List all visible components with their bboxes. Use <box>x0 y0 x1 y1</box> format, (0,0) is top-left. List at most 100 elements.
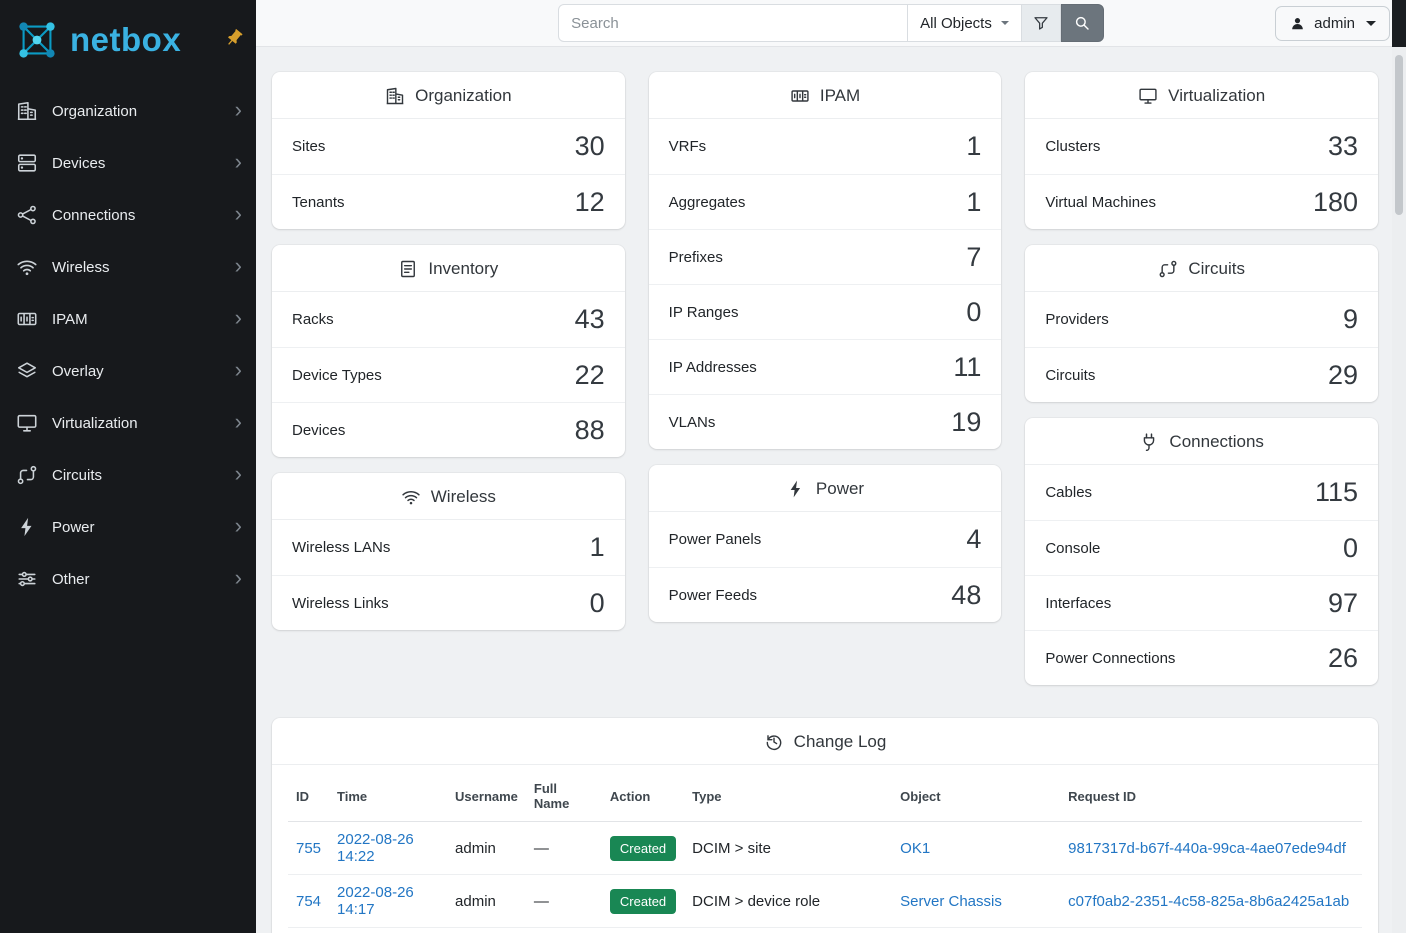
stat-label-cables[interactable]: Cables <box>1045 484 1093 501</box>
change-type: DCIM > device role <box>684 874 893 928</box>
stat-label-providers[interactable]: Providers <box>1045 311 1109 328</box>
change-object-link[interactable]: OK1 <box>900 839 931 857</box>
scrollbar[interactable] <box>1392 0 1406 933</box>
stat-value-ip-ranges: 0 <box>966 296 982 327</box>
sidebar-item-virtualization[interactable]: Virtualization › <box>0 397 256 449</box>
stat-row-racks: Racks 43 <box>272 292 625 347</box>
change-request-id-link[interactable]: 9817317d-b67f-440a-99ca-4ae07ede94df <box>1068 839 1346 857</box>
search-scope-select[interactable]: All Objects <box>908 4 1022 42</box>
change-time-link[interactable]: 2022-08-26 14:22 <box>337 831 414 865</box>
sidebar-item-other[interactable]: Other › <box>0 553 256 605</box>
sliders-icon <box>16 568 38 590</box>
main-area: All Objects admin <box>256 0 1406 933</box>
stat-label-console[interactable]: Console <box>1045 539 1101 557</box>
stat-label-interfaces[interactable]: Interfaces <box>1045 594 1112 612</box>
stat-label-racks[interactable]: Racks <box>292 311 334 328</box>
search-input[interactable] <box>558 4 909 42</box>
sidebar-item-ipam[interactable]: IPAM › <box>0 293 256 345</box>
stat-value-vlans: 19 <box>951 406 982 437</box>
filter-button[interactable] <box>1021 4 1061 42</box>
stat-label-devices[interactable]: Devices <box>292 421 346 439</box>
stat-label-vrfs[interactable]: VRFs <box>668 138 707 155</box>
stat-row-wireless-lans: Wireless LANs 1 <box>272 520 625 575</box>
person-icon <box>1289 15 1306 32</box>
chevron-right-icon: › <box>234 200 242 226</box>
stat-row-aggregates: Aggregates 1 <box>648 174 1002 229</box>
sidebar-item-label: IPAM <box>52 310 88 328</box>
column-header-id: ID <box>288 769 330 822</box>
stat-label-clusters[interactable]: Clusters <box>1045 138 1101 155</box>
circuits-card-header: Circuits <box>1025 245 1379 292</box>
chevron-right-icon: › <box>234 564 242 590</box>
sidebar-item-devices[interactable]: Devices › <box>0 137 256 189</box>
stat-row-interfaces: Interfaces 97 <box>1025 575 1379 630</box>
sidebar-item-wireless[interactable]: Wireless › <box>0 241 256 293</box>
chevron-right-icon: › <box>234 512 242 538</box>
card-title: IPAM <box>819 86 861 105</box>
card-title: Organization <box>415 86 512 105</box>
change-log-row: 754 2022-08-26 14:17 admin — Created DCI… <box>288 874 1362 928</box>
ipam-card: IPAM VRFs 1 Aggregates 1 Prefixes 7 <box>648 72 1002 449</box>
stat-label-sites[interactable]: Sites <box>292 138 326 155</box>
change-username: admin <box>447 874 526 928</box>
stat-label-tenants[interactable]: Tenants <box>292 193 345 211</box>
power-card: Power Power Panels 4 Power Feeds 48 <box>648 465 1002 622</box>
stat-label-prefixes[interactable]: Prefixes <box>668 248 723 266</box>
netbox-home-link[interactable]: netbox <box>0 0 256 79</box>
card-title: Change Log <box>793 732 887 751</box>
stat-value-aggregates: 1 <box>966 186 982 217</box>
card-title: Virtualization <box>1168 86 1266 105</box>
sidebar-item-power[interactable]: Power › <box>0 501 256 553</box>
sidebar-item-overlay[interactable]: Overlay › <box>0 345 256 397</box>
inventory-card-header: Inventory <box>272 245 625 292</box>
stat-label-wireless-lans[interactable]: Wireless LANs <box>292 539 391 556</box>
stat-value-cables: 115 <box>1314 477 1359 507</box>
scrollbar-thumb[interactable] <box>1395 55 1403 215</box>
stat-label-aggregates[interactable]: Aggregates <box>668 193 746 211</box>
stat-label-ip-ranges[interactable]: IP Ranges <box>668 303 739 321</box>
caret-down-icon <box>1366 21 1376 26</box>
chevron-right-icon: › <box>234 460 242 486</box>
change-time-link[interactable]: 2022-08-26 14:17 <box>337 884 414 918</box>
stat-label-ip-addresses[interactable]: IP Addresses <box>668 358 757 376</box>
stat-label-wireless-links[interactable]: Wireless Links <box>292 594 389 612</box>
sidebar-item-connections[interactable]: Connections › <box>0 189 256 241</box>
user-menu-button[interactable]: admin <box>1275 6 1390 41</box>
change-log-table-wrap: ID Time Username Full Name Action Type O… <box>272 765 1378 933</box>
card-title: Circuits <box>1188 259 1246 278</box>
stat-row-power-panels: Power Panels 4 <box>649 512 1002 567</box>
stat-row-tenants: Tenants 12 <box>272 174 625 229</box>
stat-row-vlans: VLANs 19 <box>648 394 1002 449</box>
change-id-link[interactable]: 755 <box>296 839 322 857</box>
filter-icon <box>1032 14 1050 32</box>
column-header-full-name: Full Name <box>525 769 602 822</box>
stat-label-power-panels[interactable]: Power Panels <box>668 531 762 548</box>
stat-label-virtual-machines[interactable]: Virtual Machines <box>1045 193 1156 211</box>
sidebar-item-organization[interactable]: Organization › <box>0 85 256 137</box>
column-header-object: Object <box>892 769 1061 822</box>
sidebar-item-label: Organization <box>52 102 138 120</box>
change-request-id-link[interactable]: c07f0ab2-2351-4c58-825a-8b6a2425a1ab <box>1068 892 1350 910</box>
brand-name: netbox <box>70 21 182 58</box>
sidebar-item-circuits[interactable]: Circuits › <box>0 449 256 501</box>
stat-label-device-types[interactable]: Device Types <box>292 366 382 384</box>
network-nodes-icon <box>16 204 38 226</box>
stat-label-power-feeds[interactable]: Power Feeds <box>668 586 758 604</box>
stat-label-vlans[interactable]: VLANs <box>668 413 716 431</box>
search-button[interactable] <box>1060 4 1104 42</box>
change-log-table: ID Time Username Full Name Action Type O… <box>288 769 1362 933</box>
inventory-card: Inventory Racks 43 Device Types 22 Devic… <box>272 245 625 457</box>
stat-label-power-connections[interactable]: Power Connections <box>1045 649 1176 667</box>
chevron-right-icon: › <box>234 408 242 434</box>
stat-row-clusters: Clusters 33 <box>1025 119 1378 174</box>
history-icon <box>764 732 784 752</box>
column-header-username: Username <box>447 769 526 822</box>
stat-value-clusters: 33 <box>1327 131 1359 161</box>
search-icon <box>1073 14 1091 32</box>
server-icon <box>16 152 38 174</box>
stat-label-circuits[interactable]: Circuits <box>1045 366 1096 384</box>
stat-value-prefixes: 7 <box>966 241 982 272</box>
change-id-link[interactable]: 754 <box>296 892 322 910</box>
transit-connection-icon <box>1158 259 1178 279</box>
change-object-link[interactable]: Server Chassis <box>900 892 1002 910</box>
